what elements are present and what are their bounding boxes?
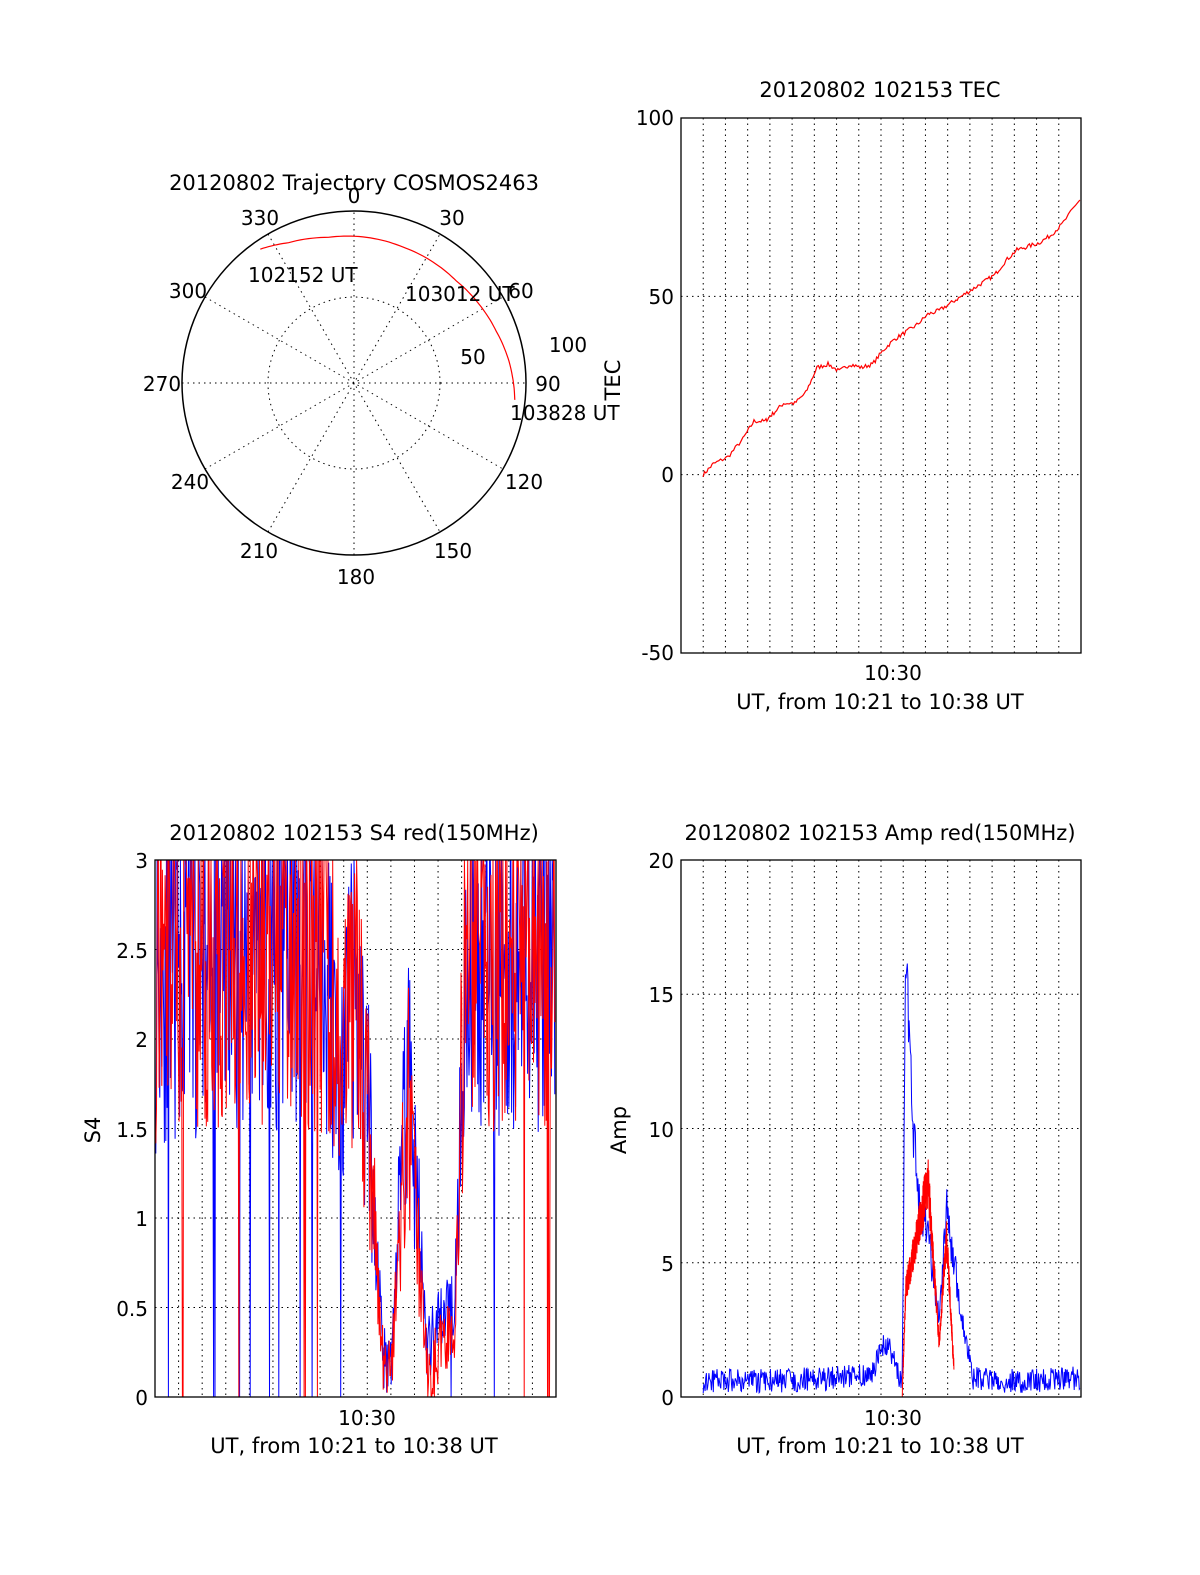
s4-xlabel: UT, from 10:21 to 10:38 UT bbox=[210, 1434, 498, 1458]
tec-xlabel: UT, from 10:21 to 10:38 UT bbox=[736, 690, 1024, 714]
polar-azimuth-label-90: 90 bbox=[535, 372, 560, 396]
s4-ytick-2-5: 2.5 bbox=[116, 939, 148, 963]
s4-title: 20120802 102153 S4 red(150MHz) bbox=[169, 821, 539, 845]
polar-azimuth-label-330: 330 bbox=[241, 206, 279, 230]
polar-azimuth-label-0: 0 bbox=[348, 184, 361, 208]
polar-spokes bbox=[182, 211, 526, 555]
tec-title: 20120802 102153 TEC bbox=[759, 78, 1000, 102]
tec-ytick-50: 50 bbox=[649, 285, 674, 309]
polar-azimuth-label-300: 300 bbox=[169, 279, 207, 303]
polar-title: 20120802 Trajectory COSMOS2463 bbox=[169, 171, 539, 195]
amp-xlabel: UT, from 10:21 to 10:38 UT bbox=[736, 1434, 1024, 1458]
polar-radius-label-100: 100 bbox=[549, 333, 587, 357]
amp-series bbox=[702, 963, 1081, 1398]
polar-azimuth-label-270: 270 bbox=[143, 372, 181, 396]
polar-azimuth-label-120: 120 bbox=[505, 470, 543, 494]
tec-panel: 20120802 102153 TEC 100 50 0 -50 10:30 U… bbox=[601, 78, 1082, 714]
s4-ytick-0-5: 0.5 bbox=[116, 1297, 148, 1321]
amp-ytick-20: 20 bbox=[649, 849, 674, 873]
amp-panel: 20120802 102153 Amp red(150MHz) 20 15 10… bbox=[607, 821, 1082, 1458]
amp-title: 20120802 102153 Amp red(150MHz) bbox=[684, 821, 1075, 845]
tec-ylabel: TEC bbox=[601, 360, 625, 402]
polar-azimuth-label-30: 30 bbox=[439, 206, 464, 230]
tec-ytick-100: 100 bbox=[636, 106, 674, 130]
polar-azimuth-label-240: 240 bbox=[171, 470, 209, 494]
amp-xtick-1030: 10:30 bbox=[864, 1406, 922, 1430]
polar-azimuth-labels: 0 30 60 90 120 150 180 210 240 270 300 330 bbox=[143, 184, 561, 589]
polar-radius-label-50: 50 bbox=[460, 345, 485, 369]
s4-ytick-2: 2 bbox=[135, 1028, 148, 1052]
tec-ytick-minus50: -50 bbox=[641, 641, 674, 665]
amp-gridlines bbox=[681, 860, 1081, 1397]
amp-ytick-0: 0 bbox=[661, 1386, 674, 1410]
polar-spoke-150 bbox=[267, 233, 441, 533]
tec-plot-frame bbox=[680, 117, 1082, 654]
amp-plot-frame bbox=[680, 859, 1082, 1398]
s4-plot-frame bbox=[154, 859, 557, 1398]
polar-azimuth-label-60: 60 bbox=[508, 279, 533, 303]
s4-ylabel: S4 bbox=[81, 1117, 105, 1144]
amp-series-blue bbox=[702, 963, 1081, 1395]
amp-series-red bbox=[901, 1159, 955, 1398]
s4-ytick-0: 0 bbox=[135, 1386, 148, 1410]
tec-ytick-0: 0 bbox=[661, 463, 674, 487]
polar-azimuth-label-150: 150 bbox=[434, 539, 472, 563]
polar-trajectory-line bbox=[260, 235, 516, 400]
tec-series-line bbox=[702, 199, 1081, 477]
s4-ytick-1: 1 bbox=[135, 1207, 148, 1231]
polar-azimuth-label-180: 180 bbox=[337, 565, 375, 589]
s4-ytick-1-5: 1.5 bbox=[116, 1118, 148, 1142]
polar-annotation-start: 102152 UT bbox=[248, 263, 358, 287]
polar-annotation-mid: 103012 UT bbox=[405, 282, 515, 306]
s4-series bbox=[155, 859, 556, 1398]
s4-xtick-1030: 10:30 bbox=[338, 1406, 396, 1430]
s4-series-red bbox=[155, 859, 556, 1398]
amp-ytick-5: 5 bbox=[661, 1252, 674, 1276]
amp-ylabel: Amp bbox=[607, 1106, 631, 1154]
s4-panel: 20120802 102153 S4 red(150MHz) 3 2.5 2 1… bbox=[81, 821, 557, 1458]
tec-gridlines bbox=[681, 118, 1081, 653]
s4-ytick-3: 3 bbox=[135, 849, 148, 873]
polar-annotation-end: 103828 UT bbox=[510, 401, 620, 425]
polar-inner-ring bbox=[267, 296, 441, 470]
polar-azimuth-label-210: 210 bbox=[240, 539, 278, 563]
tec-xtick-1030: 10:30 bbox=[864, 661, 922, 685]
amp-ytick-10: 10 bbox=[649, 1118, 674, 1142]
amp-ytick-15: 15 bbox=[649, 983, 674, 1007]
polar-trajectory-panel: 20120802 Trajectory COSMOS2463 0 30 60 90 12… bbox=[143, 171, 620, 589]
